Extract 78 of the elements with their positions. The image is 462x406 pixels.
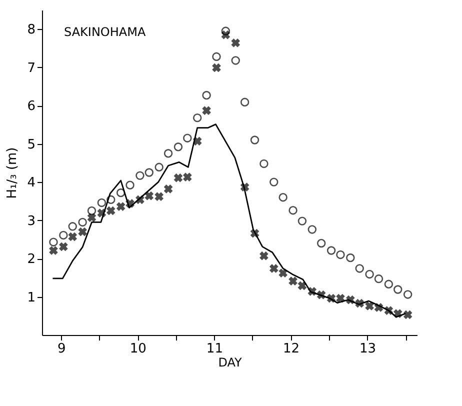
point [183,134,192,142]
point [106,206,116,216]
point [182,172,192,182]
x-tick-label: 12 [282,342,300,356]
point [78,227,87,236]
point [336,250,345,260]
point [403,290,412,299]
point [288,276,298,286]
y-tick-label: 2 [27,252,36,268]
point [154,192,164,202]
point [144,191,154,200]
point [221,30,230,40]
point [174,142,183,152]
point [59,230,68,240]
point [136,171,144,180]
point [260,251,268,260]
point [49,246,58,255]
point [202,90,211,100]
point [221,26,230,36]
point [144,168,154,177]
point [164,149,173,158]
point [59,242,68,252]
y-tick-label: 1 [27,290,36,306]
point [164,184,173,194]
point [288,206,298,215]
y-tick-label: 6 [27,99,36,114]
point [250,136,260,144]
point [212,63,221,72]
point [202,106,211,115]
point [116,202,126,211]
point [365,302,374,310]
point [308,225,317,234]
point [116,188,126,198]
y-tick-label: 7 [27,60,36,76]
point [97,198,106,208]
point [240,98,250,106]
point [87,213,96,222]
point [212,52,221,61]
point [269,264,278,273]
point [126,180,134,190]
point [87,206,96,216]
x-tick-label: 9 [57,342,66,356]
x-tick-label: 10 [130,342,146,356]
point [270,178,278,186]
point [316,238,326,248]
point [336,294,345,303]
point [68,232,78,242]
point [278,268,288,278]
point [174,173,183,182]
point [365,270,374,279]
point [384,280,394,288]
point [193,113,202,122]
y-tick-label: 4 [27,176,36,191]
point [78,218,87,227]
point [355,264,364,273]
point [106,195,116,204]
annotation: SAKINOHAMA [64,25,146,39]
point [68,222,77,231]
x-tick-label: 11 [206,342,223,356]
x-tick-label: 13 [359,342,376,356]
point [154,162,164,172]
point [394,285,402,294]
point [346,253,355,262]
point [231,56,240,65]
point [298,281,307,290]
y-axis-title: H₁/₃ (m) [5,147,20,199]
point [298,216,307,226]
point [260,159,268,168]
point [278,193,288,202]
point [49,238,58,246]
point [403,310,412,320]
point [231,38,240,48]
x-axis-title: DAY [218,356,242,370]
point [374,274,384,284]
y-tick-label: 8 [27,22,36,38]
y-tick-label: 5 [27,137,36,152]
point [326,246,336,255]
y-tick-label: 3 [27,214,36,229]
